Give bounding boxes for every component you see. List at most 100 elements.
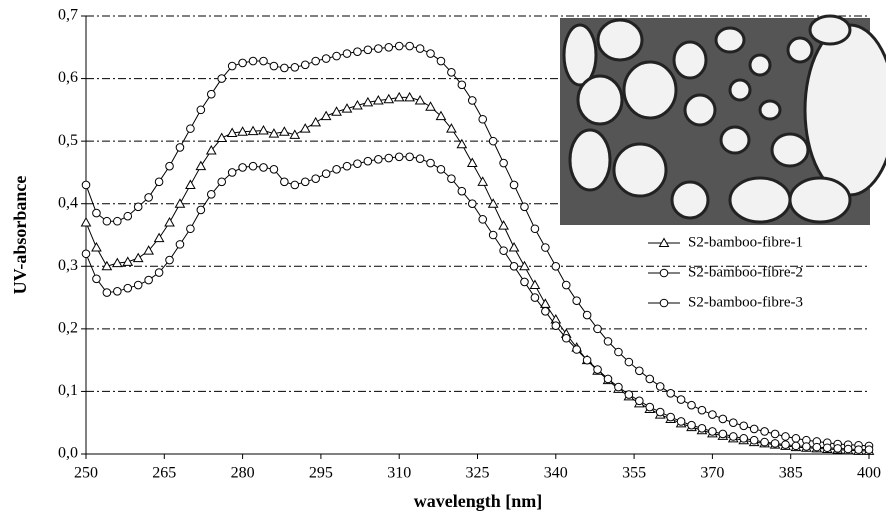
- data-point: [113, 216, 122, 226]
- data-point: [833, 444, 842, 453]
- data-point: [259, 56, 268, 66]
- data-point: [80, 216, 92, 227]
- data-point: [561, 333, 571, 343]
- data-point: [352, 99, 363, 110]
- y-tick-label: 0,0: [58, 445, 78, 462]
- data-point: [227, 168, 237, 177]
- data-point: [655, 382, 665, 391]
- data-point: [405, 152, 414, 162]
- x-tick-label: 295: [309, 465, 333, 482]
- data-point: [353, 159, 362, 168]
- data-point: [541, 307, 550, 316]
- data-point: [310, 116, 322, 127]
- data-point: [123, 211, 133, 221]
- data-point: [687, 400, 696, 410]
- legend-label: S2-bamboo-fibre-2: [688, 264, 803, 280]
- x-tick-label: 355: [622, 465, 646, 482]
- data-point: [362, 96, 374, 107]
- data-point: [781, 440, 790, 449]
- data-point: [749, 435, 759, 445]
- data-point: [760, 437, 769, 447]
- x-tick-label: 265: [152, 465, 176, 482]
- legend-label: S2-bamboo-fibre-1: [688, 234, 803, 250]
- data-point: [426, 49, 435, 58]
- data-point: [206, 89, 216, 99]
- data-point: [467, 199, 477, 209]
- data-point: [123, 283, 133, 293]
- data-point: [447, 68, 456, 77]
- y-tick-label: 0,3: [58, 257, 78, 274]
- data-point: [519, 260, 530, 271]
- data-point: [561, 280, 571, 290]
- data-point: [205, 145, 217, 155]
- data-point: [687, 420, 696, 430]
- x-tick-label: 385: [779, 465, 803, 482]
- data-point: [372, 94, 384, 105]
- data-point: [541, 243, 550, 252]
- data-point: [739, 434, 749, 443]
- data-point: [457, 186, 467, 196]
- data-point: [195, 160, 207, 171]
- data-point: [133, 280, 143, 290]
- data-point: [165, 255, 174, 265]
- data-point: [791, 441, 801, 451]
- data-point: [791, 434, 801, 443]
- data-point: [477, 176, 489, 186]
- series-line: [85, 156, 869, 451]
- data-point: [718, 429, 728, 439]
- x-tick-label: 325: [466, 465, 490, 482]
- x-tick-label: 280: [231, 465, 255, 482]
- data-point: [447, 174, 456, 183]
- data-point: [812, 442, 822, 452]
- data-point: [216, 132, 228, 143]
- data-point: [666, 412, 675, 422]
- data-point: [154, 268, 164, 277]
- data-point: [822, 443, 832, 453]
- data-point: [498, 220, 509, 230]
- data-point: [508, 241, 520, 252]
- data-point: [321, 169, 331, 178]
- data-point: [529, 279, 541, 290]
- data-point: [781, 432, 790, 441]
- data-point: [290, 63, 300, 72]
- data-point: [143, 245, 154, 255]
- data-point: [487, 198, 499, 208]
- data-point: [311, 56, 320, 66]
- data-point: [749, 424, 759, 434]
- data-point: [540, 298, 551, 308]
- x-tick-label: 400: [857, 465, 881, 482]
- data-point: [603, 337, 613, 346]
- data-point: [425, 101, 436, 111]
- data-point: [122, 256, 134, 266]
- data-point: [466, 157, 478, 168]
- data-point: [478, 215, 488, 224]
- data-point: [101, 260, 113, 271]
- data-point: [436, 56, 446, 66]
- data-point: [132, 252, 144, 263]
- data-point: [226, 127, 238, 138]
- data-point: [708, 427, 717, 436]
- data-point: [405, 41, 414, 51]
- data-point: [635, 366, 644, 376]
- data-point: [414, 94, 426, 105]
- data-point: [269, 165, 279, 174]
- data-point: [394, 41, 404, 51]
- data-point: [582, 355, 592, 365]
- data-point: [154, 177, 164, 187]
- data-point: [363, 45, 373, 55]
- data-point: [435, 110, 447, 121]
- data-point: [81, 180, 91, 190]
- data-point: [238, 58, 247, 68]
- data-point: [415, 154, 425, 163]
- data-point: [676, 417, 686, 426]
- data-point: [864, 445, 874, 454]
- data-point: [488, 136, 498, 146]
- data-point: [645, 374, 655, 384]
- data-point: [760, 427, 769, 436]
- data-point: [92, 208, 101, 218]
- data-point: [175, 143, 185, 152]
- data-point: [394, 152, 404, 162]
- data-point: [332, 51, 341, 61]
- data-point: [499, 246, 508, 255]
- data-point: [614, 347, 623, 357]
